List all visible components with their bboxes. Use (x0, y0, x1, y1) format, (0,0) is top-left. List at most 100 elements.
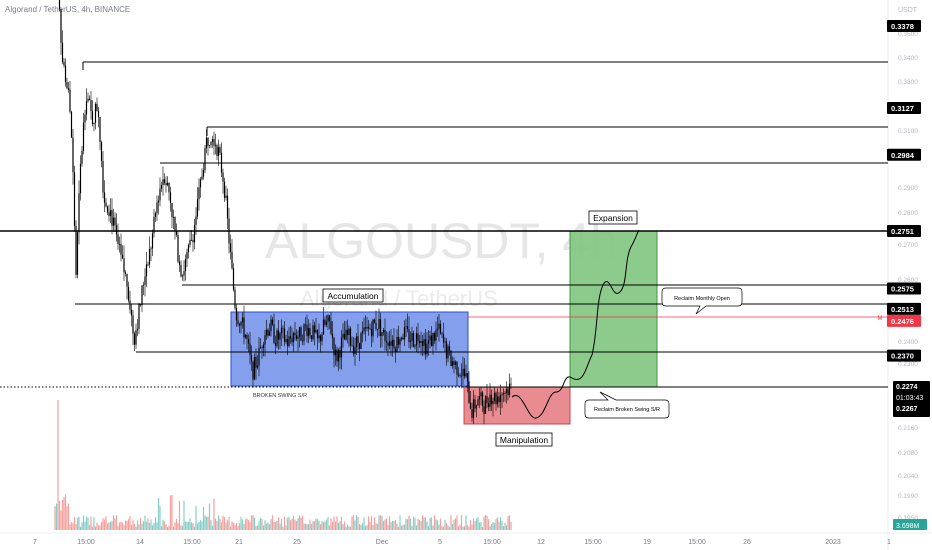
volume-bar (106, 523, 109, 530)
y-tick-label: 0.3300 (898, 79, 918, 86)
volume-bar (123, 525, 125, 530)
volume-bar (265, 523, 268, 530)
candle-body (430, 335, 433, 347)
candle-body (96, 103, 98, 111)
candle-body (165, 183, 167, 186)
candle-body (130, 309, 133, 316)
candle-body (288, 336, 290, 346)
candle-body (363, 327, 365, 332)
volume-bar (268, 524, 271, 530)
candle-body (190, 239, 193, 241)
candle-body (379, 319, 382, 337)
candle-body (496, 396, 499, 405)
volume-bar (462, 526, 464, 530)
candle-body (481, 392, 484, 407)
volume-bar (91, 526, 94, 530)
candle-body (277, 330, 280, 340)
volume-bar (99, 525, 101, 530)
volume-bar (193, 526, 196, 530)
candle-body (267, 329, 269, 336)
candle-body (153, 216, 155, 234)
candle-body (364, 327, 367, 329)
candle-body (67, 88, 70, 90)
candle-body (294, 332, 296, 336)
candle-body (282, 327, 284, 329)
x-axis-ticks: 7 15:00 14 15:00 21 25 Dec 5 15:00 12 15:00 19 15:00… (33, 539, 891, 546)
price-level-label: 0.2476 (891, 317, 914, 326)
volume-bar (348, 526, 350, 530)
price-level-badge (887, 19, 921, 32)
volume-bar (342, 524, 344, 530)
volume-bar (490, 523, 493, 530)
y-tick-label: 0.2300 (898, 361, 918, 368)
volume-bar (228, 516, 230, 530)
volume-bar (285, 525, 287, 530)
candle-body (279, 333, 281, 340)
candle-body (103, 192, 106, 203)
candle-body (312, 325, 314, 340)
volume-bar (133, 523, 136, 530)
candle-body (360, 333, 362, 349)
volume-bar (84, 521, 86, 530)
candle-body (454, 361, 457, 365)
volume-bar (315, 518, 317, 530)
volume-bar (216, 520, 218, 530)
y-tick-label: 0.2080 (898, 450, 918, 457)
volume-bar (258, 521, 260, 530)
volume-bar (166, 526, 169, 530)
volume-bar (178, 500, 181, 530)
volume-bar (381, 516, 383, 530)
volume-bar (114, 518, 116, 530)
x-tick-label: 12 (537, 539, 545, 546)
volume-bar (246, 518, 248, 530)
volume-bar (321, 520, 323, 530)
volume-bar (259, 518, 262, 530)
candle-body (477, 399, 479, 406)
candle-body (406, 326, 409, 330)
volume-bar (469, 520, 472, 530)
candle-body (343, 333, 346, 340)
candle-body (445, 341, 448, 359)
volume-bar (154, 517, 157, 530)
volume-bar (160, 526, 163, 530)
candle-body (424, 339, 427, 355)
volume-bar (444, 519, 446, 530)
candle-body (85, 101, 88, 115)
price-level-badge (887, 314, 921, 327)
x-tick-label: 19 (643, 539, 651, 546)
y-tick-label: 0.2900 (898, 185, 918, 192)
candle-body (63, 61, 65, 66)
candle-body (184, 259, 187, 271)
volume-bar (183, 500, 185, 530)
volume-bar (474, 521, 476, 530)
candle-body (79, 163, 82, 194)
candle-body (75, 225, 77, 275)
volume-bar (456, 515, 458, 530)
volume-bar (507, 516, 509, 530)
candle-body (166, 182, 169, 186)
volume-bar (501, 521, 503, 530)
candle-body (81, 150, 83, 164)
candle-body (310, 335, 313, 340)
candle-body (510, 383, 512, 385)
candle-body (375, 322, 377, 330)
candle-body (114, 217, 116, 226)
volume-bar (142, 521, 145, 530)
candle-body (246, 334, 248, 339)
volume-bar (496, 517, 499, 530)
volume-bar (240, 516, 242, 530)
volume-bar (306, 524, 308, 530)
volume-bar (471, 524, 473, 530)
candle-body (439, 323, 442, 334)
volume-bar (358, 524, 361, 530)
candle-body (357, 336, 359, 343)
volume-bar (417, 519, 419, 530)
candle-body (217, 147, 220, 156)
candle-body (373, 319, 376, 323)
candle-body (142, 284, 145, 286)
candle-body (249, 343, 251, 356)
y-tick-label: 0.2800 (898, 210, 918, 217)
price-scale-unit: USDT (898, 7, 918, 14)
candle-body (321, 334, 323, 342)
